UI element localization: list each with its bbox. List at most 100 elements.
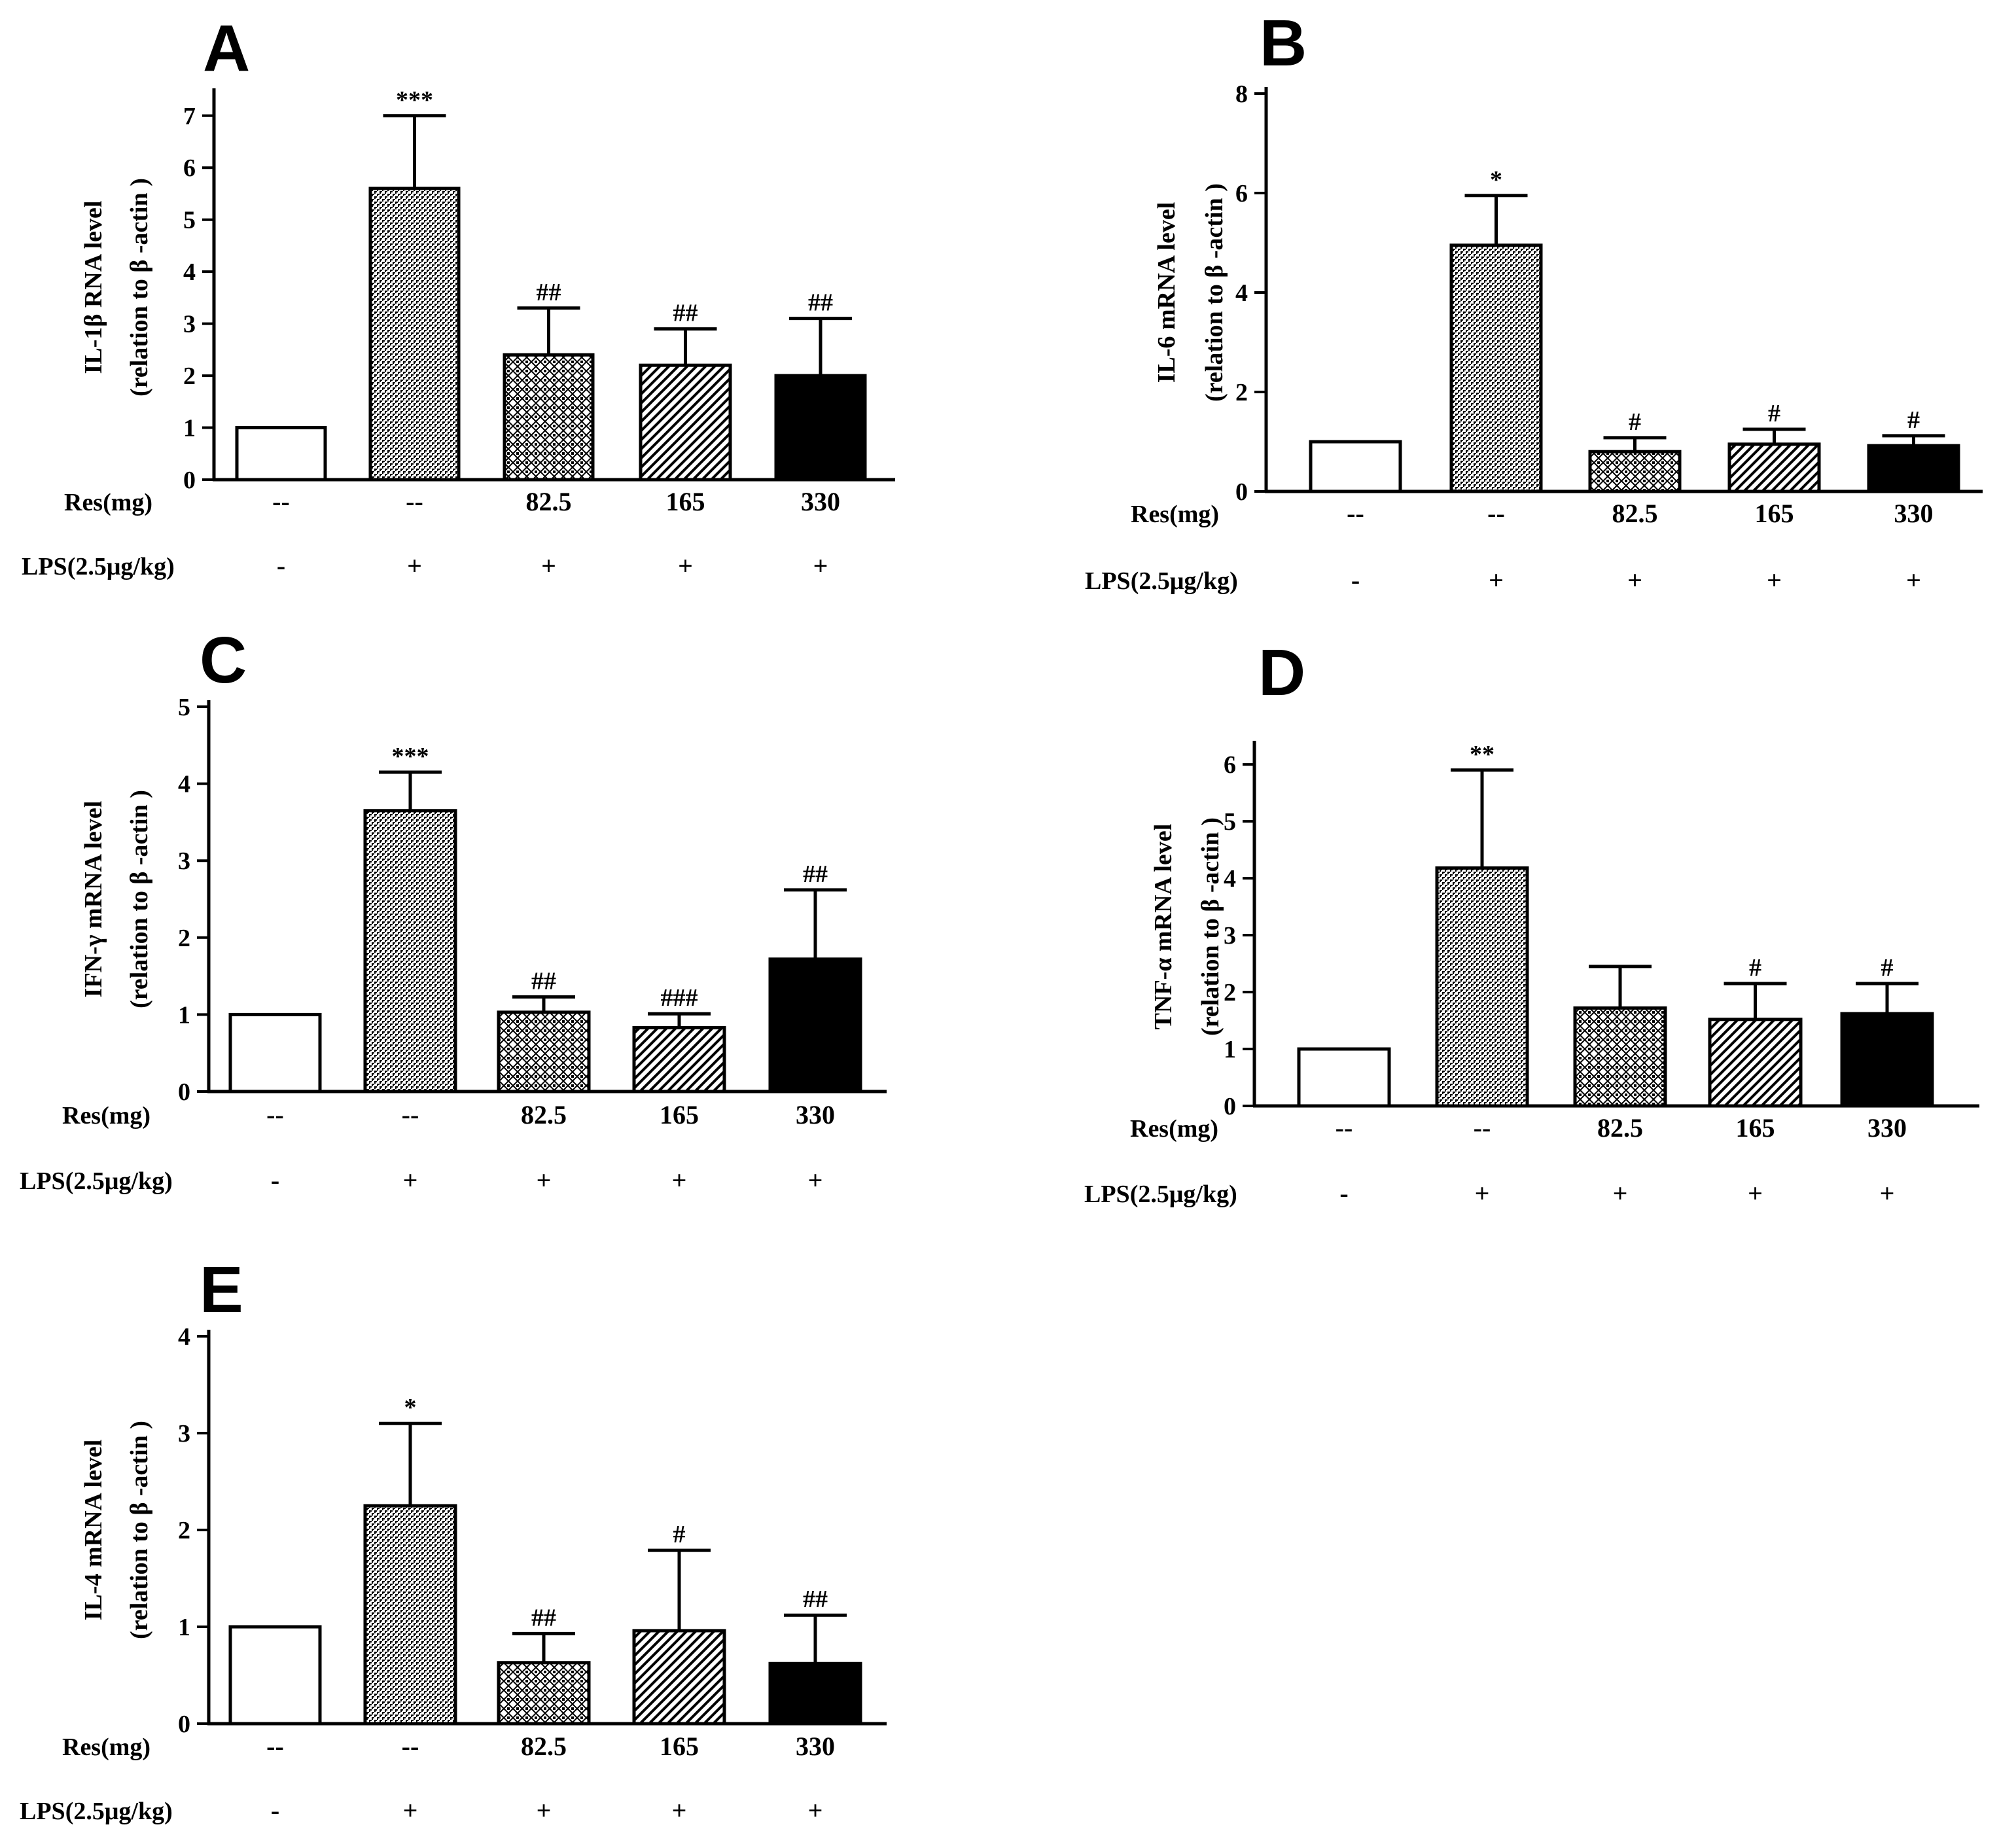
bar	[497, 1661, 591, 1726]
bar	[1573, 1006, 1667, 1108]
res-value-label: 330	[801, 487, 840, 516]
panel-letter: A	[203, 12, 250, 85]
y-axis-label-sub: (relation to β -actin )	[126, 790, 153, 1008]
lps-value-label: +	[1613, 1179, 1628, 1208]
lps-row-label: LPS(2.5μg/kg)	[20, 1798, 173, 1825]
lps-value-label: +	[1767, 565, 1782, 595]
significance-label: ##	[803, 861, 828, 888]
res-value-label: --	[402, 1100, 419, 1129]
y-tick-label: 4	[1224, 865, 1236, 893]
y-tick-label: 1	[183, 415, 196, 442]
y-tick-label: 4	[1235, 279, 1248, 307]
lps-value-label: +	[1627, 565, 1642, 595]
y-tick-label: 6	[183, 154, 196, 182]
y-tick-label: 2	[1224, 979, 1236, 1006]
y-tick-label: 1	[178, 1614, 190, 1641]
y-tick-label: 2	[183, 363, 196, 390]
significance-label: ##	[531, 967, 556, 995]
y-axis-label-sub: (relation to β -actin )	[126, 1421, 153, 1639]
bar	[1297, 1047, 1391, 1108]
y-tick-label: 0	[1224, 1093, 1236, 1120]
res-row-label: Res(mg)	[64, 489, 152, 516]
bar	[1708, 1018, 1803, 1108]
bar	[368, 187, 461, 482]
significance-label: *	[404, 1394, 417, 1421]
y-tick-label: 5	[1224, 808, 1236, 836]
bar	[768, 1661, 862, 1726]
lps-value-label: -	[271, 1796, 279, 1825]
lps-value-label: -	[271, 1165, 279, 1195]
significance-label: #	[673, 1521, 686, 1548]
res-value-label: --	[1336, 1113, 1353, 1143]
lps-value-label: +	[1748, 1179, 1763, 1208]
lps-value-label: +	[808, 1165, 823, 1195]
y-tick-label: 3	[178, 1420, 190, 1448]
res-value-label: --	[402, 1732, 419, 1761]
res-row-label: Res(mg)	[1131, 501, 1219, 528]
y-tick-label: 5	[183, 207, 196, 234]
panel-b: B IL-6 mRNA level (relation to β -actin ) 0…	[1085, 7, 1983, 595]
y-axis-label: IFN-γ mRNA level	[80, 801, 107, 998]
res-value-label: 330	[796, 1732, 835, 1761]
panel-letter: E	[200, 1253, 243, 1326]
res-row-label: Res(mg)	[62, 1733, 150, 1761]
lps-value-label: +	[1489, 565, 1504, 595]
res-value-label: 330	[796, 1100, 835, 1129]
res-value-label: 82.5	[521, 1732, 567, 1761]
res-value-label: --	[1347, 499, 1364, 528]
lps-row-label: LPS(2.5μg/kg)	[1084, 1181, 1237, 1208]
y-tick-label: 4	[178, 771, 190, 798]
lps-value-label: +	[1475, 1179, 1490, 1208]
y-axis-label: IL-6 mRNA level	[1153, 202, 1180, 383]
panel-e: E IL-4 mRNA level (relation to β -actin ) 0…	[20, 1253, 887, 1825]
res-value-label: 165	[660, 1732, 699, 1761]
res-value-label: --	[266, 1100, 284, 1129]
significance-label: ##	[531, 1604, 556, 1631]
res-value-label: 165	[666, 487, 705, 516]
bar	[1727, 442, 1821, 493]
res-value-label: --	[1487, 499, 1505, 528]
significance-label: ##	[803, 1586, 828, 1613]
lps-value-label: +	[813, 551, 828, 580]
bar	[503, 353, 595, 482]
y-tick-label: 3	[1224, 922, 1236, 950]
bar	[632, 1025, 726, 1093]
lps-value-label: +	[1880, 1179, 1895, 1208]
y-axis-label: IL-4 mRNA level	[80, 1440, 107, 1621]
bar	[228, 1625, 322, 1726]
y-axis-label-sub: (relation to β -actin )	[1201, 183, 1228, 402]
y-tick-label: 1	[178, 1001, 190, 1029]
bar	[1309, 440, 1402, 493]
lps-value-label: +	[672, 1165, 687, 1195]
panel-letter: D	[1258, 636, 1305, 709]
bar	[1435, 866, 1529, 1108]
panel-letter: C	[200, 624, 247, 697]
res-value-label: 82.5	[526, 487, 572, 516]
panel-d: D TNF-α mRNA level (relation to β -actin )…	[1084, 636, 1979, 1208]
bar	[363, 1504, 457, 1726]
res-value-label: 82.5	[521, 1100, 567, 1129]
y-tick-label: 4	[178, 1323, 190, 1351]
bar	[768, 957, 862, 1093]
y-tick-label: 2	[1235, 379, 1248, 406]
y-axis-label-sub: (relation to β -actin )	[126, 178, 153, 397]
bar	[639, 363, 732, 482]
res-value-label: --	[1474, 1113, 1491, 1143]
y-axis-label-sub: (relation to β -actin )	[1197, 817, 1224, 1036]
lps-value-label: +	[537, 1165, 552, 1195]
y-axis-label: IL-1β RNA level	[80, 201, 107, 374]
significance-label: #	[1749, 954, 1761, 982]
bar	[497, 1010, 591, 1093]
res-value-label: 330	[1867, 1113, 1907, 1143]
significance-label: #	[1907, 406, 1920, 434]
y-tick-label: 5	[178, 694, 190, 721]
significance-label: ##	[808, 289, 833, 317]
lps-value-label: +	[537, 1796, 552, 1825]
y-tick-label: 0	[178, 1078, 190, 1106]
panels: A IL-1β RNA level (relation to β -actin ) 0…	[20, 7, 1983, 1825]
y-tick-label: 3	[178, 847, 190, 875]
y-tick-label: 6	[1224, 751, 1236, 779]
bar	[1588, 450, 1682, 493]
lps-value-label: +	[678, 551, 693, 580]
